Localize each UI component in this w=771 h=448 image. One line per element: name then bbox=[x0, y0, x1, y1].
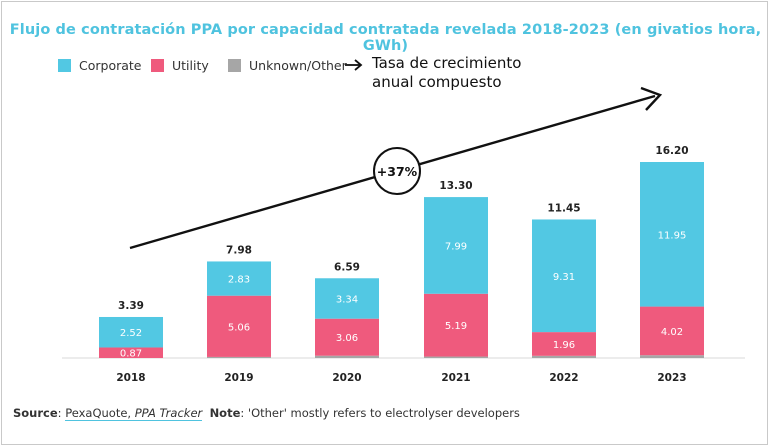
note-text: : 'Other' mostly refers to electrolyser … bbox=[240, 406, 520, 420]
bar-unknown-other-2021 bbox=[424, 356, 488, 358]
legend-item-corporate: Corporate bbox=[58, 58, 142, 73]
bar-utility-2022 bbox=[532, 332, 596, 356]
bar-utility-2019 bbox=[207, 295, 271, 357]
bar-utility-2020 bbox=[315, 318, 379, 356]
source-label: Source bbox=[13, 406, 58, 420]
segment-label-corporate-2018: 2.52 bbox=[120, 328, 142, 339]
legend-label-unknown-other: Unknown/Other bbox=[249, 58, 347, 73]
legend-swatch-utility bbox=[151, 59, 164, 72]
bar-corporate-2019 bbox=[207, 261, 271, 296]
x-tick-label-2023: 2023 bbox=[657, 372, 686, 384]
total-label-2023: 16.20 bbox=[655, 145, 688, 157]
x-tick-label-2022: 2022 bbox=[549, 372, 578, 384]
segment-label-corporate-2023: 11.95 bbox=[658, 230, 687, 241]
total-label-2020: 6.59 bbox=[334, 261, 360, 273]
cagr-legend-arrow-icon bbox=[345, 59, 363, 71]
segment-label-utility-2021: 5.19 bbox=[445, 321, 467, 332]
total-label-2022: 11.45 bbox=[547, 202, 580, 214]
note-label: Note bbox=[209, 406, 241, 420]
segment-label-utility-2022: 1.96 bbox=[553, 340, 575, 351]
stacked-bar-chart: 0.87 2.52 3.39 2018 5.06 2.83 7.98 2019 3.06 3.34… bbox=[62, 86, 745, 384]
segment-label-utility-2018: 0.87 bbox=[120, 349, 142, 360]
legend-item-utility: Utility bbox=[151, 58, 209, 73]
source-note: Source: PexaQuote, PPA Tracker Note: 'Ot… bbox=[13, 406, 520, 421]
segment-label-corporate-2021: 7.99 bbox=[445, 241, 467, 252]
bar-utility-2021 bbox=[424, 293, 488, 357]
total-label-2019: 7.98 bbox=[226, 244, 252, 256]
bar-unknown-other-2020 bbox=[315, 355, 379, 358]
bar-utility-2018 bbox=[99, 347, 163, 358]
legend-swatch-unknown-other bbox=[228, 59, 241, 72]
source-product: PPA Tracker bbox=[134, 406, 203, 420]
source-publisher: PexaQuote, bbox=[65, 406, 135, 420]
segment-label-utility-2019: 5.06 bbox=[228, 322, 250, 333]
bar-corporate-2018 bbox=[99, 316, 163, 348]
x-tick-label-2018: 2018 bbox=[116, 372, 145, 384]
source-link[interactable]: PexaQuote, PPA Tracker bbox=[65, 406, 203, 421]
x-tick-label-2019: 2019 bbox=[224, 372, 253, 384]
x-tick-label-2020: 2020 bbox=[332, 372, 361, 384]
bar-corporate-2021 bbox=[424, 197, 488, 294]
bar-corporate-2023 bbox=[640, 162, 704, 307]
cagr-circle bbox=[373, 147, 421, 195]
bar-unknown-other-2023 bbox=[640, 355, 704, 358]
segment-label-utility-2023: 4.02 bbox=[661, 327, 683, 338]
segment-label-utility-2020: 3.06 bbox=[336, 333, 358, 344]
source-sep: : bbox=[57, 406, 66, 420]
legend-item-unknown-other: Unknown/Other bbox=[228, 58, 347, 73]
chart-title: Flujo de contratación PPA por capacidad … bbox=[9, 22, 762, 54]
bar-utility-2023 bbox=[640, 306, 704, 356]
total-label-2021: 13.30 bbox=[439, 180, 472, 192]
legend-swatch-corporate bbox=[58, 59, 71, 72]
bar-corporate-2020 bbox=[315, 278, 379, 319]
cagr-label: +37% bbox=[377, 164, 418, 179]
segment-label-corporate-2020: 3.34 bbox=[336, 294, 358, 305]
cagr-trend-arrowhead bbox=[640, 86, 663, 111]
segment-label-corporate-2019: 2.83 bbox=[228, 275, 250, 286]
bar-corporate-2022 bbox=[532, 219, 596, 333]
cagr-note: Tasa de crecimiento anual compuesto bbox=[372, 54, 521, 92]
cagr-note-line-1: Tasa de crecimiento bbox=[372, 54, 522, 72]
bar-unknown-other-2022 bbox=[532, 355, 596, 358]
total-label-2018: 3.39 bbox=[118, 300, 144, 312]
legend-label-utility: Utility bbox=[172, 58, 209, 73]
segment-label-corporate-2022: 9.31 bbox=[553, 272, 575, 283]
cagr-note-line-2: anual compuesto bbox=[372, 73, 502, 91]
bar-unknown-other-2019 bbox=[207, 356, 271, 358]
x-tick-label-2021: 2021 bbox=[441, 372, 470, 384]
legend-label-corporate: Corporate bbox=[79, 58, 142, 73]
